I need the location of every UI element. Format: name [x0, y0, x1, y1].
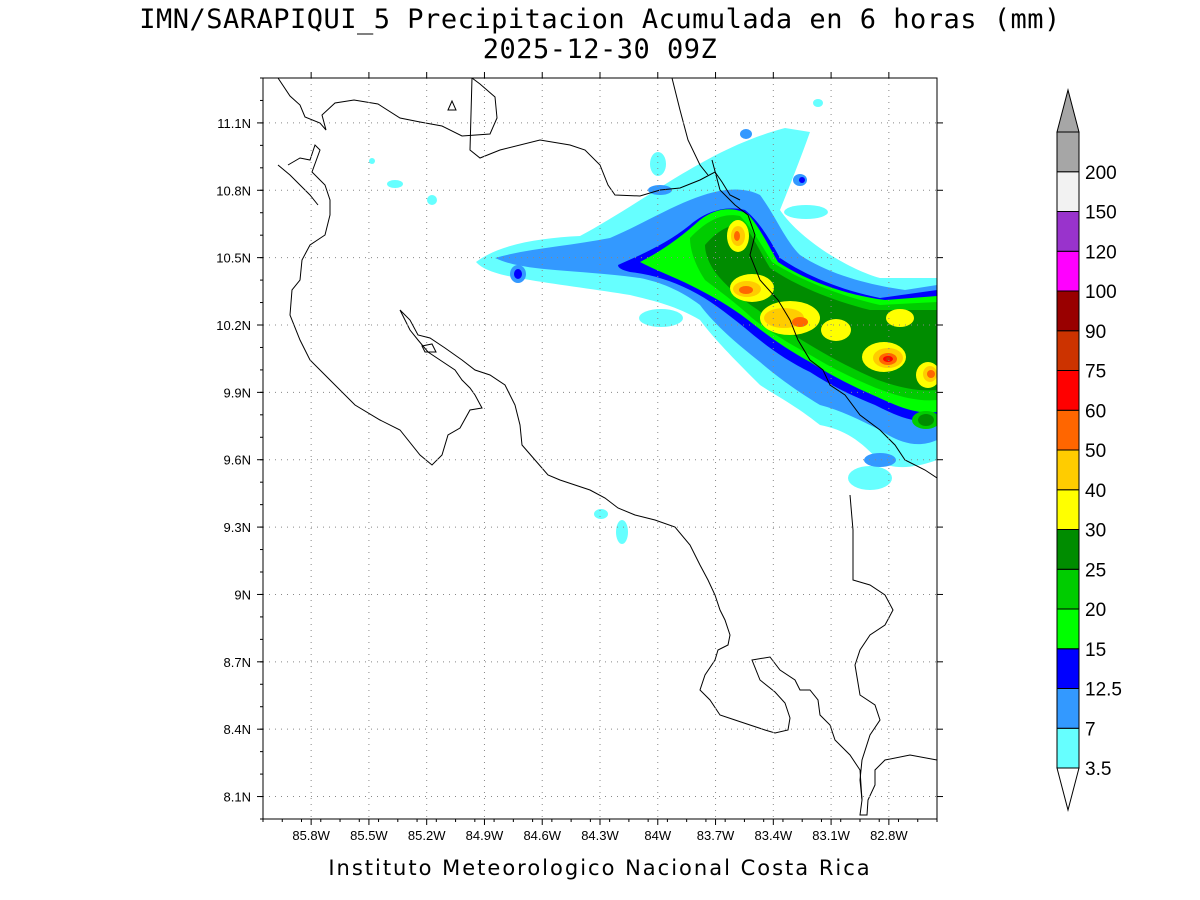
colorbar-label: 15: [1085, 640, 1106, 661]
lat-tick-label: 9.6N: [224, 453, 251, 468]
lat-tick-label: 10.2N: [216, 318, 251, 333]
pacific-coast: [287, 144, 863, 801]
lon-tick-label: 82.8W: [870, 828, 908, 843]
colorbar-swatch: [1056, 489, 1080, 530]
colorbar-label: 25: [1085, 560, 1106, 581]
lat-tick-label: 9.9N: [224, 385, 251, 400]
colorbar-swatch: [1056, 727, 1080, 769]
colorbar-label: 200: [1085, 163, 1117, 184]
colorbar-label: 30: [1085, 521, 1106, 542]
map-frame: [262, 77, 938, 820]
precipitation-field: [369, 99, 937, 544]
lat-tick-label: 11.1N: [217, 116, 251, 131]
lat-tick-label: 8.4N: [224, 722, 251, 737]
colorbar-swatch: [1056, 211, 1080, 252]
colorbar-swatch: [1056, 370, 1080, 411]
lat-axis: 11.1N 10.8N 10.5N 10.2N 9.9N 9.6N 9.3N 9N 8.7N 8.…: [216, 77, 943, 820]
colorbar-swatch: [1056, 688, 1080, 729]
colorbar-label: 50: [1085, 441, 1106, 462]
lat-tick-label: 8.7N: [224, 655, 251, 670]
map-title: IMN/SARAPIQUI_5 Precipitacion Acumulada …: [139, 4, 1061, 35]
coastline-north: [277, 78, 498, 137]
lat-tick-label: 10.5N: [216, 251, 251, 266]
lat-tick-label: 9.3N: [224, 520, 251, 535]
colorbar-swatch: [1056, 409, 1080, 451]
colorbar-min-arrow: [1056, 767, 1080, 812]
nicoya-gulf-island: [421, 343, 437, 353]
lat-tick-label: 9N: [234, 587, 251, 602]
lat-tick-label: 8.1N: [224, 790, 251, 805]
caribbean-coast-north: [671, 78, 709, 176]
lon-tick-label: 83.7W: [697, 828, 735, 843]
colorbar-swatch: [1056, 529, 1080, 570]
lon-tick-label: 84.9W: [466, 828, 504, 843]
colorbar-label: 90: [1085, 322, 1106, 343]
lake-island: [447, 99, 457, 111]
colorbar-max-arrow: [1056, 88, 1080, 133]
lon-tick-label: 84W: [644, 828, 671, 843]
colorbar-label: 40: [1085, 481, 1106, 502]
lon-tick-label: 84.6W: [523, 828, 561, 843]
lon-tick-label: 83.4W: [755, 828, 793, 843]
footer-credit: Instituto Meteorologico Nacional Costa R…: [328, 856, 872, 880]
lon-axis: 85.8W 85.5W 85.2W 84.9W 84.6W 84.3W 84W 83.7W 83…: [262, 72, 938, 843]
coastline-borders: [277, 78, 937, 816]
colorbar-label: 150: [1085, 203, 1117, 224]
grid-lines: [263, 78, 937, 819]
precip-area-75: [886, 357, 890, 361]
colorbar-label: 120: [1085, 242, 1117, 263]
colorbar-label: 100: [1085, 282, 1117, 303]
colorbar-label: 12.5: [1085, 680, 1122, 701]
lon-tick-label: 85.2W: [408, 828, 446, 843]
colorbar-swatch: [1056, 171, 1080, 212]
panama-border: [849, 494, 937, 816]
colorbar-swatch: [1056, 330, 1080, 371]
colorbar-label: 7: [1085, 719, 1096, 740]
colorbar-swatch: [1056, 290, 1080, 332]
lon-tick-label: 85.5W: [350, 828, 388, 843]
colorbar-swatch: [1056, 648, 1080, 689]
west-coast-peninsula: [277, 164, 319, 206]
colorbar-label: 75: [1085, 362, 1106, 383]
colorbar-label: 60: [1085, 401, 1106, 422]
lon-tick-label: 84.3W: [581, 828, 619, 843]
colorbar-swatch: [1056, 568, 1080, 610]
colorbar-swatch: [1056, 608, 1080, 650]
colorbar-swatch: [1056, 250, 1080, 292]
lon-tick-label: 83.1W: [812, 828, 850, 843]
map-subtitle-date: 2025-12-30 09Z: [482, 34, 718, 65]
lat-tick-label: 10.8N: [216, 183, 251, 198]
colorbar-swatch: [1056, 131, 1080, 173]
caribbean-coast: [711, 159, 937, 479]
colorbar-swatch: [1056, 449, 1080, 491]
lon-tick-label: 85.8W: [292, 828, 330, 843]
colorbar-label: 20: [1085, 600, 1106, 621]
colorbar-label: 3.5: [1085, 759, 1111, 780]
colorbar: 3.5 7 12.5 15 20 25 30 40 50 60 75 90 100 120 150 200: [1056, 88, 1122, 812]
